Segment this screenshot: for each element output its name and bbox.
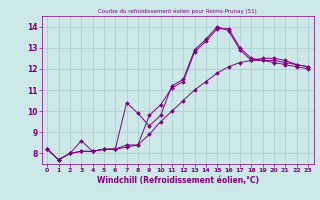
X-axis label: Windchill (Refroidissement éolien,°C): Windchill (Refroidissement éolien,°C)	[97, 176, 259, 185]
Title: Courbe du refroidissement éolien pour Reims-Prunay (51): Courbe du refroidissement éolien pour Re…	[98, 9, 257, 14]
